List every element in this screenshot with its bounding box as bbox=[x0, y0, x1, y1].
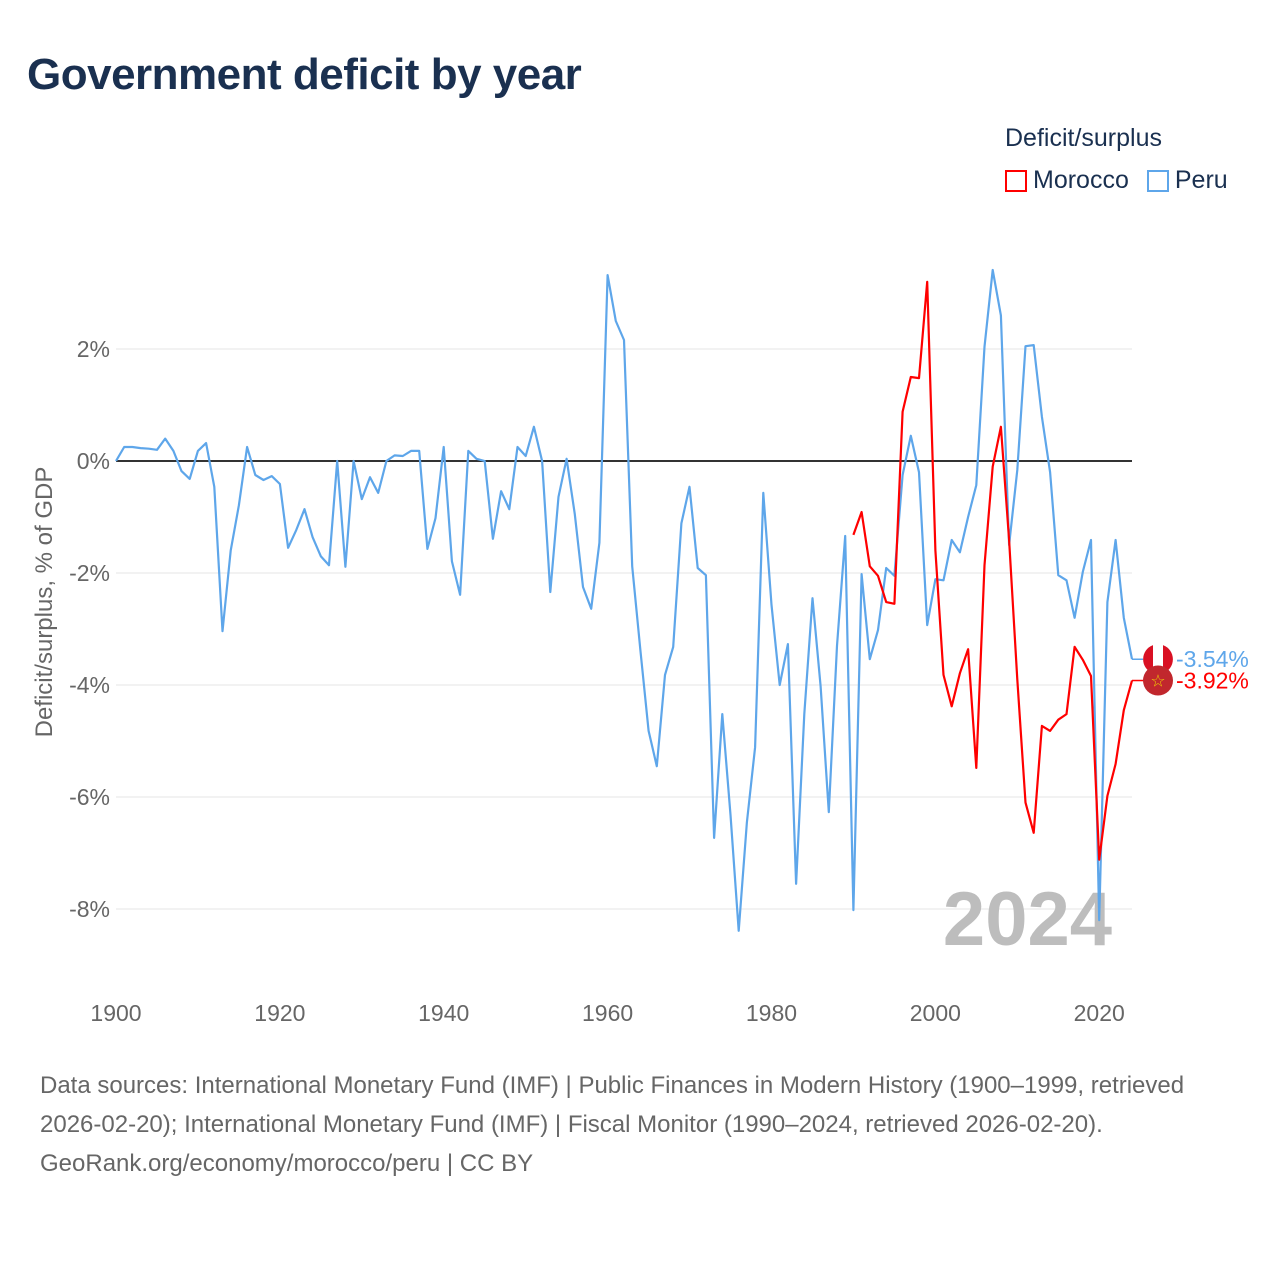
star-icon: ☆ bbox=[1150, 672, 1165, 692]
x-tick-label: 1900 bbox=[90, 1000, 141, 1026]
x-tick-label: 2000 bbox=[910, 1000, 961, 1026]
legend-title: Deficit/surplus bbox=[1005, 124, 1162, 152]
series-line-peru bbox=[115, 268, 1134, 932]
y-tick-label: -6% bbox=[69, 784, 110, 810]
y-axis-label: Deficit/surplus, % of GDP bbox=[31, 467, 58, 738]
flag-bg bbox=[1143, 665, 1173, 696]
end-value-label-morocco: -3.92% bbox=[1176, 668, 1249, 694]
x-tick-label: 1920 bbox=[254, 1000, 305, 1026]
flag-peru-icon bbox=[1143, 644, 1173, 675]
legend-label-peru: Peru bbox=[1174, 166, 1228, 194]
x-tick-label: 1980 bbox=[746, 1000, 797, 1026]
series-line-morocco bbox=[852, 280, 1134, 861]
y-tick-label: -8% bbox=[69, 896, 110, 922]
x-tick-label: 2020 bbox=[1074, 1000, 1125, 1026]
legend: Morocco Peru bbox=[1005, 166, 1228, 195]
y-tick-label: -2% bbox=[69, 560, 110, 586]
year-annotation: 2024 bbox=[943, 877, 1112, 962]
legend-item-morocco[interactable]: Morocco bbox=[1005, 166, 1129, 195]
legend-item-peru[interactable]: Peru bbox=[1146, 166, 1228, 195]
y-tick-label: 2% bbox=[77, 336, 110, 362]
x-tick-label: 1940 bbox=[418, 1000, 469, 1026]
flag-stripe bbox=[1143, 645, 1153, 674]
chart-title: Government deficit by year bbox=[27, 50, 582, 99]
chart-plot: 2% 0% -2% -4% -6% -8% 1900 1920 1940 1960 1980 2000… bbox=[31, 268, 1249, 1026]
x-tick-label: 1960 bbox=[582, 1000, 633, 1026]
legend-swatch-peru bbox=[1146, 169, 1169, 192]
legend-label-morocco: Morocco bbox=[1033, 166, 1129, 194]
end-value-label-peru: -3.54% bbox=[1176, 646, 1249, 672]
credit-link[interactable]: GeoRank.org/economy/morocco/peru | CC BY bbox=[40, 1150, 534, 1177]
y-tick-label: 0% bbox=[77, 448, 110, 474]
footer: Data sources: International Monetary Fun… bbox=[40, 1066, 1240, 1183]
flag-morocco-icon: ☆ bbox=[1143, 665, 1173, 696]
legend-swatch-morocco bbox=[1005, 169, 1027, 192]
flag-stripe bbox=[1163, 645, 1173, 674]
y-tick-label: -4% bbox=[69, 672, 110, 698]
data-sources: Data sources: International Monetary Fun… bbox=[40, 1072, 1185, 1138]
